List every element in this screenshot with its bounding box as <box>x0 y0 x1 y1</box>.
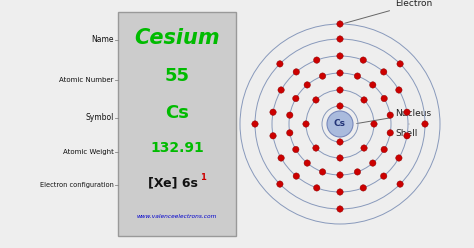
Text: Nucleus: Nucleus <box>357 110 431 124</box>
Circle shape <box>337 53 343 59</box>
Text: Cs: Cs <box>334 120 346 128</box>
Circle shape <box>292 146 299 153</box>
Circle shape <box>381 173 387 179</box>
Circle shape <box>252 121 258 127</box>
Circle shape <box>319 169 326 175</box>
Text: [Xe] 6s: [Xe] 6s <box>148 177 198 189</box>
Circle shape <box>370 160 376 166</box>
Circle shape <box>337 36 343 42</box>
Circle shape <box>278 87 284 93</box>
Circle shape <box>287 130 293 136</box>
Circle shape <box>304 82 310 88</box>
Circle shape <box>337 172 343 178</box>
Circle shape <box>313 145 319 151</box>
Circle shape <box>396 155 402 161</box>
Circle shape <box>360 185 366 191</box>
Circle shape <box>313 185 320 191</box>
Circle shape <box>303 121 309 127</box>
Circle shape <box>337 70 343 76</box>
Circle shape <box>361 145 367 151</box>
Text: Cs: Cs <box>165 104 189 122</box>
Circle shape <box>381 95 387 102</box>
Circle shape <box>277 61 283 67</box>
Circle shape <box>397 61 403 67</box>
Circle shape <box>370 82 376 88</box>
Circle shape <box>422 121 428 127</box>
Text: Cesium: Cesium <box>134 28 220 48</box>
Circle shape <box>319 73 326 79</box>
Text: Atomic Weight: Atomic Weight <box>63 149 114 155</box>
Circle shape <box>337 87 343 93</box>
Circle shape <box>361 97 367 103</box>
Circle shape <box>292 95 299 102</box>
Circle shape <box>337 139 343 145</box>
Circle shape <box>277 181 283 187</box>
Circle shape <box>337 206 343 212</box>
Text: Electron configuration: Electron configuration <box>40 182 114 188</box>
Circle shape <box>337 155 343 161</box>
Circle shape <box>270 109 276 115</box>
Circle shape <box>293 173 300 179</box>
Circle shape <box>337 21 343 27</box>
Circle shape <box>381 69 387 75</box>
Circle shape <box>354 169 361 175</box>
Text: 55: 55 <box>164 67 190 85</box>
Text: Electron: Electron <box>345 0 432 23</box>
Circle shape <box>293 69 300 75</box>
Bar <box>118 12 236 236</box>
Text: 132.91: 132.91 <box>150 141 204 155</box>
Text: Symbol: Symbol <box>86 114 114 123</box>
Circle shape <box>371 121 377 127</box>
Circle shape <box>270 133 276 139</box>
Circle shape <box>327 111 353 137</box>
Circle shape <box>354 73 361 79</box>
Circle shape <box>404 133 410 139</box>
Text: 1: 1 <box>200 173 206 182</box>
Text: www.valenceelectrons.com: www.valenceelectrons.com <box>137 214 217 218</box>
Circle shape <box>387 130 393 136</box>
Circle shape <box>313 57 320 63</box>
Circle shape <box>287 112 293 118</box>
Text: Atomic Number: Atomic Number <box>60 77 114 83</box>
Circle shape <box>278 155 284 161</box>
Circle shape <box>397 181 403 187</box>
Circle shape <box>381 146 387 153</box>
Circle shape <box>337 189 343 195</box>
Circle shape <box>337 103 343 109</box>
Circle shape <box>313 97 319 103</box>
Circle shape <box>404 109 410 115</box>
Text: Shell: Shell <box>395 124 418 138</box>
Circle shape <box>396 87 402 93</box>
Circle shape <box>304 160 310 166</box>
Circle shape <box>360 57 366 63</box>
Circle shape <box>387 112 393 118</box>
Text: Name: Name <box>91 35 114 44</box>
